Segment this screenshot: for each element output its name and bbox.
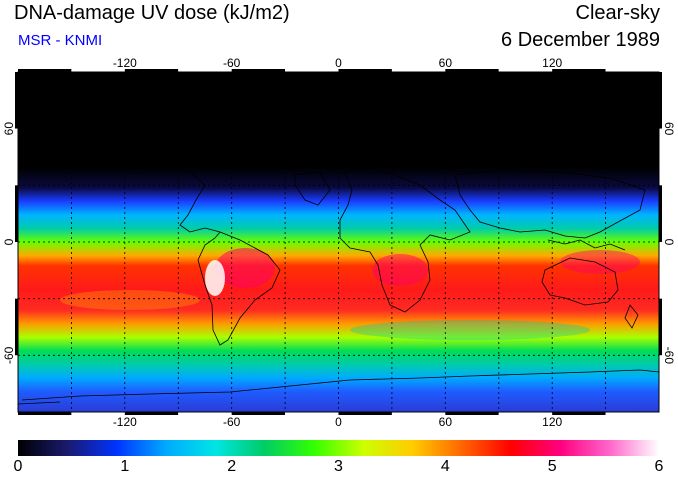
lat-tick-left: -60 xyxy=(2,346,16,364)
frame-segment xyxy=(15,72,18,129)
frame-segment xyxy=(445,69,499,72)
south-america-high-uv xyxy=(215,248,275,288)
frame-segment xyxy=(124,69,179,72)
frame-segment xyxy=(15,242,18,299)
frame-segment xyxy=(659,242,662,299)
lon-tick-top: -60 xyxy=(223,56,241,70)
frame-segment xyxy=(338,412,392,415)
lon-tick-bottom: -120 xyxy=(113,415,137,429)
frame-segment xyxy=(605,412,659,415)
frame-segment xyxy=(552,69,606,72)
frame-segment xyxy=(659,185,662,242)
top-longitude-labels: -120 -60 0 60 120 xyxy=(113,56,563,70)
lon-tick-top: -120 xyxy=(113,56,137,70)
colorbar-tick-label: 1 xyxy=(120,458,130,475)
frame-segment xyxy=(15,128,18,186)
sky-condition-label: Clear-sky xyxy=(575,2,660,24)
andes-peak-uv xyxy=(205,260,225,296)
lat-tick-right: 60 xyxy=(662,122,676,136)
frame-segment xyxy=(285,412,339,415)
frame-segment xyxy=(15,298,18,356)
date-label: 6 December 1989 xyxy=(501,29,660,51)
lon-tick-bottom: -60 xyxy=(223,415,241,429)
colorbar xyxy=(18,440,659,456)
frame-segment xyxy=(231,69,286,72)
coastlines xyxy=(18,164,659,405)
lon-tick-top: 60 xyxy=(439,56,453,70)
right-latitude-labels: 60 0 -60 xyxy=(662,122,676,364)
lon-tick-top: 120 xyxy=(542,56,562,70)
africa-high-uv xyxy=(372,254,428,286)
frame-segment xyxy=(552,412,606,415)
left-latitude-labels: 60 0 -60 xyxy=(2,122,16,364)
frame-segment xyxy=(659,72,662,129)
frame-segment xyxy=(15,355,18,412)
frame-segment xyxy=(391,69,446,72)
frame-segment xyxy=(71,412,125,415)
map-frame xyxy=(15,69,662,415)
lon-tick-bottom: 60 xyxy=(439,415,453,429)
bottom-longitude-labels: -120 -60 0 60 120 xyxy=(113,415,563,429)
frame-segment xyxy=(338,69,392,72)
colorbar-tick-label: 5 xyxy=(547,458,557,475)
source-label: MSR - KNMI xyxy=(18,32,103,49)
south-ocean-band xyxy=(350,320,590,340)
frame-segment xyxy=(445,412,499,415)
frame-segment xyxy=(659,355,662,412)
lon-tick-top: 0 xyxy=(335,56,342,70)
colorbar-tick-label: 3 xyxy=(334,458,343,475)
colorbar-tick-label: 2 xyxy=(227,458,237,475)
map-border xyxy=(17,71,660,413)
graticule xyxy=(18,72,659,412)
lon-tick-bottom: 120 xyxy=(542,415,562,429)
frame-segment xyxy=(178,69,232,72)
frame-segment xyxy=(15,185,18,242)
frame-segment xyxy=(178,412,232,415)
map-title: DNA-damage UV dose (kJ/m2) xyxy=(14,2,290,24)
frame-segment xyxy=(71,69,125,72)
lat-tick-right: -60 xyxy=(662,347,676,365)
frame-segment xyxy=(285,69,339,72)
frame-segment xyxy=(391,412,446,415)
colorbar-tick-label: 4 xyxy=(440,458,450,475)
lat-tick-left: 60 xyxy=(2,122,16,136)
frame-segment xyxy=(124,412,179,415)
lat-tick-right: 0 xyxy=(662,239,676,246)
frame-segment xyxy=(605,69,659,72)
lat-tick-left: 0 xyxy=(2,238,16,245)
frame-segment xyxy=(498,69,553,72)
australia-high-uv xyxy=(560,250,640,274)
frame-segment xyxy=(498,412,553,415)
pacific-band xyxy=(60,290,200,310)
frame-segment xyxy=(18,69,72,72)
frame-segment xyxy=(231,412,286,415)
colorbar-tick-label: 6 xyxy=(654,458,664,475)
frame-segment xyxy=(18,412,72,415)
frame-segment xyxy=(659,128,662,186)
lon-tick-bottom: 0 xyxy=(335,415,342,429)
colorbar-tick-label: 0 xyxy=(13,458,23,475)
frame-segment xyxy=(659,298,662,356)
